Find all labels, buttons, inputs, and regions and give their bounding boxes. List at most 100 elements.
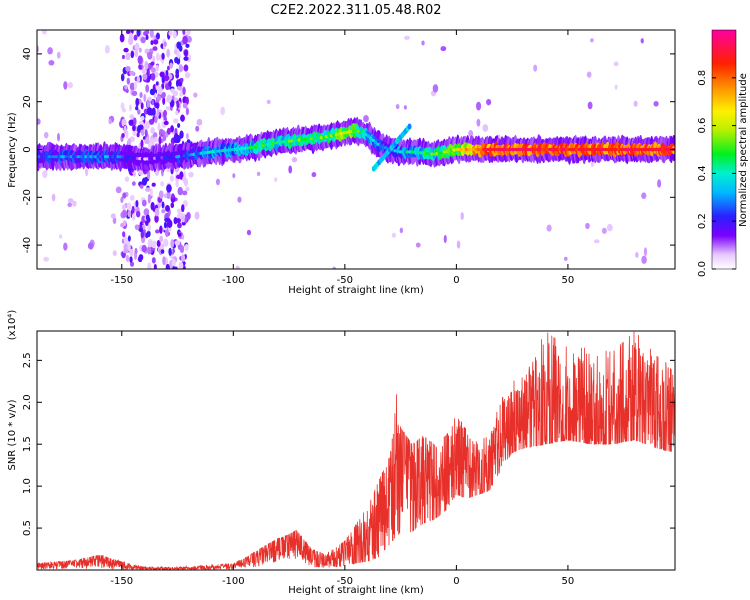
spectrogram-noise-blob bbox=[587, 101, 593, 110]
spectrogram-noise-blob bbox=[590, 38, 594, 43]
spectrogram-noise-blob bbox=[158, 190, 164, 199]
spectrogram-noise-blob bbox=[125, 52, 131, 61]
spectrogram-x-tick-label: -50 bbox=[337, 275, 353, 286]
spectrogram-noise-blob bbox=[180, 254, 186, 262]
spectrogram-noise-blob bbox=[139, 184, 144, 189]
spectrogram-noise-blob bbox=[181, 204, 185, 213]
spectrogram-noise-blob bbox=[146, 99, 151, 108]
spectrogram-noise-blob bbox=[173, 217, 178, 225]
spectrogram-noise-blob bbox=[124, 176, 130, 182]
spectrogram-noise-blob bbox=[172, 266, 176, 269]
spectrogram-noise-blob bbox=[41, 30, 47, 35]
spectrogram-noise-blob bbox=[164, 228, 169, 238]
spectrogram-noise-blob bbox=[443, 234, 447, 244]
spectrogram-noise-blob bbox=[165, 263, 170, 269]
spectrogram-noise-blob bbox=[140, 139, 144, 149]
spectrogram-noise-blob bbox=[140, 102, 144, 110]
spectrogram-noise-blob bbox=[129, 248, 134, 257]
spectrogram-noise-blob bbox=[176, 85, 182, 91]
spectrogram-noise-blob bbox=[140, 230, 145, 239]
spectrogram-noise-blob bbox=[179, 130, 184, 139]
spectrogram-noise-blob bbox=[112, 250, 117, 257]
spectrogram-noise-blob bbox=[404, 35, 410, 40]
spectrogram-noise-blob bbox=[391, 232, 397, 238]
spectrogram-noise-blob bbox=[185, 133, 189, 140]
spectrogram-noise-blob bbox=[138, 64, 142, 70]
spectrogram-noise-blob bbox=[134, 48, 139, 58]
snr-plot-frame bbox=[36, 330, 676, 571]
spectrogram-noise-blob bbox=[141, 199, 147, 207]
spectrogram-noise-blob bbox=[163, 41, 167, 47]
spectrogram-noise-blob bbox=[147, 239, 154, 248]
spectrogram-y-tick-label: 40 bbox=[22, 48, 33, 61]
spectrogram-noise-blob bbox=[163, 109, 167, 118]
spectrogram-noise-blob bbox=[432, 84, 439, 93]
spectrogram-noise-blob bbox=[149, 30, 154, 38]
spectrogram-noise-blob bbox=[150, 201, 155, 211]
spectrogram-noise-blob bbox=[154, 207, 160, 217]
snr-y-tick-label: 2.5 bbox=[22, 352, 33, 368]
spectrogram-noise-blob bbox=[363, 114, 369, 123]
spectrogram-noise-blob bbox=[533, 64, 538, 72]
spectrogram-noise-blob bbox=[178, 261, 184, 269]
spectrogram-noise-blob bbox=[166, 127, 171, 135]
colorbar-gradient bbox=[711, 29, 737, 270]
spectrogram-noise-blob bbox=[181, 215, 186, 223]
spectrogram-noise-blob bbox=[182, 102, 188, 109]
spectrogram-noise-blob bbox=[153, 136, 158, 143]
spectrogram-noise-blob bbox=[112, 216, 117, 225]
spectrogram-noise-blob bbox=[133, 34, 138, 41]
spectrogram-noise-blob bbox=[186, 212, 191, 220]
spectrogram-noise-blob bbox=[220, 106, 225, 116]
spectrogram-noise-blob bbox=[153, 263, 157, 269]
spectrogram-noise-blob bbox=[291, 156, 298, 163]
spectrogram-noise-blob bbox=[156, 95, 162, 101]
spectrogram-noise-blob bbox=[160, 249, 165, 254]
spectrogram-noise-blob bbox=[641, 255, 647, 264]
spectrogram-noise-blob bbox=[146, 68, 150, 77]
spectrogram-noise-blob bbox=[177, 232, 182, 237]
spectrogram-noise-blob bbox=[174, 56, 179, 64]
spectrogram-noise-blob bbox=[153, 39, 159, 45]
spectrogram-noise-blob bbox=[614, 84, 618, 90]
spectrogram-noise-blob bbox=[421, 40, 425, 46]
spectrogram-noise-blob bbox=[136, 30, 141, 37]
spectrogram-noise-blob bbox=[104, 45, 110, 54]
snr-x-axis-label: Height of straight line (km) bbox=[288, 585, 424, 596]
spectrogram-noise-blob bbox=[150, 61, 155, 66]
spectrogram-noise-blob bbox=[166, 191, 171, 200]
spectrogram-noise-blob bbox=[140, 36, 146, 44]
spectrogram-noise-blob bbox=[148, 119, 155, 125]
spectrogram-noise-blob bbox=[43, 131, 49, 139]
spectrogram-noise-blob bbox=[482, 124, 489, 132]
spectrogram-noise-blob bbox=[131, 212, 136, 221]
spectrogram-noise-blob bbox=[132, 129, 137, 136]
spectrogram-noise-blob bbox=[151, 257, 156, 264]
spectrogram-noise-blob bbox=[163, 238, 169, 247]
spectrogram-noise-blob bbox=[67, 81, 73, 89]
spectrogram-noise-blob bbox=[176, 101, 180, 109]
spectrogram-noise-blob bbox=[613, 61, 619, 67]
spectrogram-noise-blob bbox=[215, 178, 220, 186]
spectrogram-noise-blob bbox=[181, 234, 185, 240]
spectrogram-noise-blob bbox=[332, 266, 336, 269]
snr-x-tick-label: 50 bbox=[562, 576, 575, 587]
spectrogram-noise-blob bbox=[145, 214, 150, 221]
spectrogram-noise-blob bbox=[185, 107, 189, 116]
spectrogram-noise-blob bbox=[146, 230, 151, 238]
spectrogram-noise-blob bbox=[162, 134, 167, 142]
spectrogram-noise-blob bbox=[129, 82, 136, 91]
spectrogram-noise-blob bbox=[43, 256, 50, 262]
spectrogram-noise-blob bbox=[165, 205, 170, 212]
spectrogram-heatmap bbox=[37, 30, 675, 269]
spectrogram-noise-blob bbox=[84, 167, 89, 177]
spectrogram-noise-blob bbox=[150, 73, 156, 81]
spectrogram-noise-blob bbox=[174, 132, 179, 141]
spectrogram-noise-blob bbox=[184, 72, 191, 79]
spectrogram-noise-blob bbox=[176, 208, 183, 214]
spectrogram-noise-blob bbox=[196, 118, 203, 126]
spectrogram-noise-blob bbox=[144, 138, 150, 145]
spectrogram-noise-blob bbox=[121, 209, 127, 218]
spectrogram-noise-blob bbox=[145, 84, 150, 93]
